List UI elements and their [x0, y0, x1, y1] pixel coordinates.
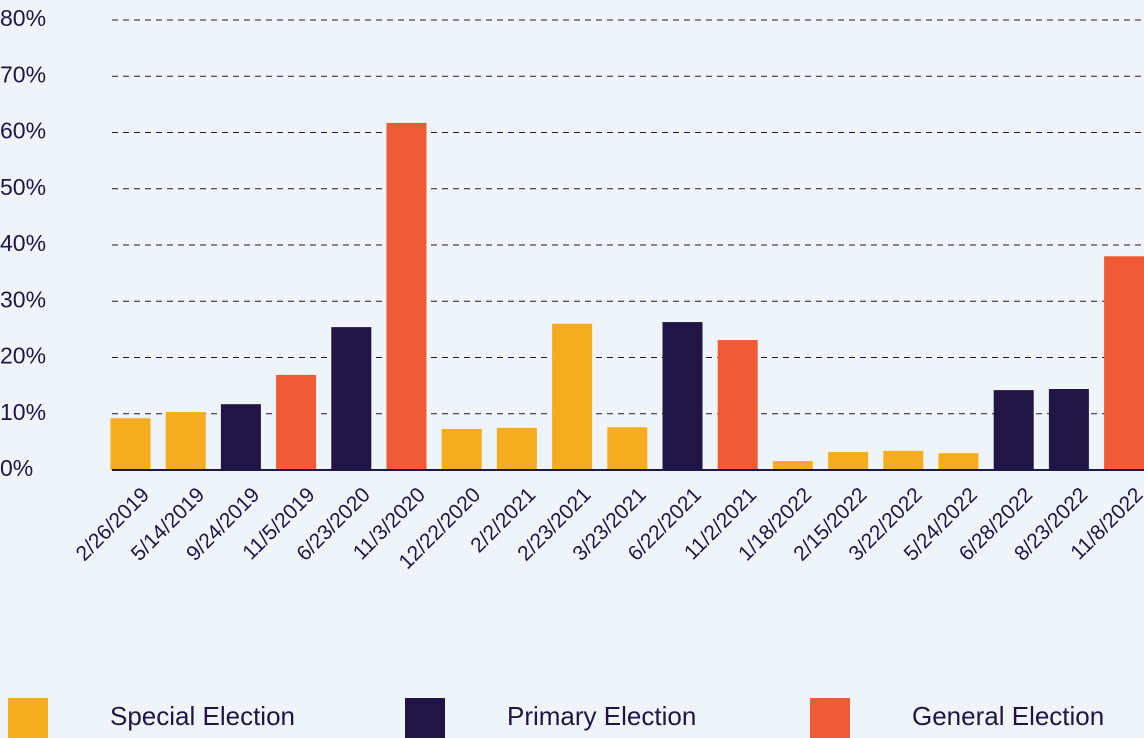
y-tick-label: 80% [0, 5, 46, 31]
bar [883, 450, 924, 470]
legend-swatch [405, 698, 445, 738]
bar [828, 452, 869, 470]
bar [110, 418, 151, 470]
legend-label: Primary Election [507, 701, 696, 731]
y-tick-label: 20% [0, 343, 46, 369]
legend-label: General Election [912, 701, 1104, 731]
bar [331, 327, 372, 470]
y-tick-label: 70% [0, 61, 46, 87]
legend-label: Special Election [110, 701, 295, 731]
bar [165, 412, 206, 470]
bar [1104, 256, 1144, 470]
y-tick-label: 10% [0, 399, 46, 425]
bar [607, 427, 648, 470]
y-tick-label: 60% [0, 118, 46, 144]
bar [717, 340, 758, 470]
y-tick-label: 30% [0, 286, 46, 312]
bar [772, 461, 813, 470]
legend-swatch [8, 698, 48, 738]
bar [552, 323, 593, 470]
bar [276, 374, 317, 470]
legend-swatch [810, 698, 850, 738]
bar [220, 404, 261, 470]
y-tick-label: 0% [0, 455, 33, 481]
bar [993, 390, 1034, 470]
bar [441, 428, 482, 470]
bar [496, 427, 537, 470]
bar [938, 453, 979, 470]
y-tick-label: 50% [0, 174, 46, 200]
bar [1048, 389, 1089, 470]
y-tick-label: 40% [0, 230, 46, 256]
bar [386, 122, 427, 470]
bar [662, 322, 703, 470]
